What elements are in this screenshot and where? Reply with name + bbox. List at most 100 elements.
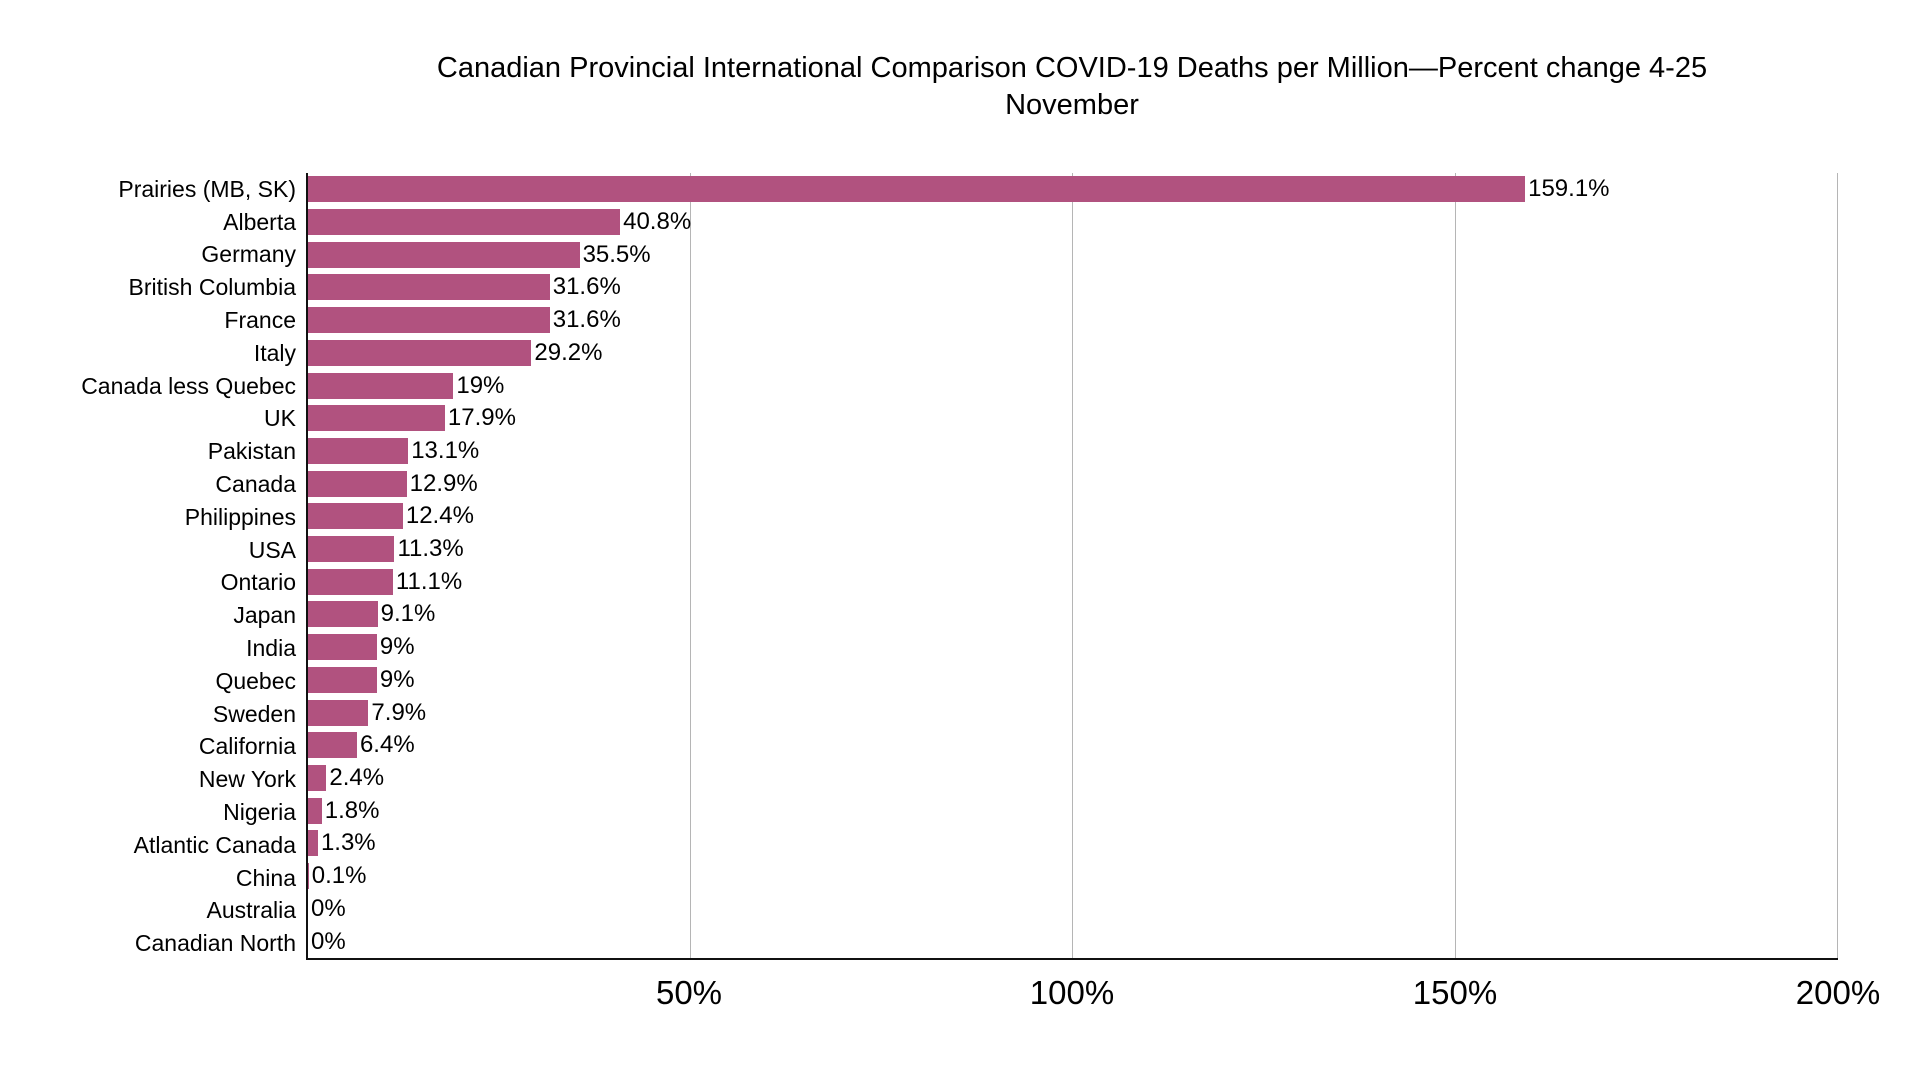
bar (308, 241, 580, 268)
bar-row: 12.4% (308, 500, 1838, 533)
bar-row: 159.1% (308, 173, 1838, 206)
category-label: Sweden (212, 700, 296, 727)
bar (308, 634, 377, 661)
value-label: 9% (379, 665, 415, 693)
value-label: 29.2% (534, 338, 603, 366)
category-label: Italy (253, 339, 296, 366)
gridline (1072, 173, 1073, 958)
bar-row: 7.9% (308, 696, 1838, 729)
value-label: 17.9% (447, 404, 516, 432)
value-label: 9.1% (380, 600, 436, 628)
value-label: 40.8% (623, 208, 692, 236)
category-label: India (246, 635, 296, 662)
bar (308, 666, 377, 693)
category-label: California (198, 733, 296, 760)
bar-rows: 159.1% 40.8% 35.5% 31.6% 31.6% 29.2% 19% 17.9% 1… (308, 173, 1838, 958)
category-label: China (235, 864, 296, 891)
bar-row: 0% (308, 892, 1838, 925)
bar (308, 568, 393, 595)
category-label: Canada less Quebec (81, 372, 296, 399)
value-label: 1.3% (320, 829, 376, 857)
bar-row: 9.1% (308, 598, 1838, 631)
bar-row: 12.9% (308, 467, 1838, 500)
category-label: New York (198, 766, 296, 793)
value-label: 0% (311, 894, 346, 922)
x-tick-label: 50% (655, 974, 723, 1011)
value-label: 31.6% (552, 273, 621, 301)
chart-title-line2: November (1005, 89, 1139, 121)
bar (308, 405, 445, 432)
bar-row: 6.4% (308, 729, 1838, 762)
bar (308, 307, 550, 334)
value-label: 9% (379, 633, 415, 661)
bar (308, 372, 454, 399)
bar-row: 40.8% (308, 206, 1838, 239)
category-label: Nigeria (223, 799, 296, 826)
value-label: 11.3% (397, 535, 464, 563)
value-label: 1.8% (324, 796, 380, 824)
bar (308, 797, 322, 824)
value-label: 6.4% (359, 731, 415, 759)
bar-row: 31.6% (308, 271, 1838, 304)
bar (308, 176, 1526, 203)
bar-row: 1.3% (308, 827, 1838, 860)
category-label: British Columbia (128, 274, 296, 301)
value-label: 2.4% (329, 764, 385, 791)
bar (308, 274, 550, 301)
category-label: Pakistan (207, 438, 296, 465)
category-label: Ontario (220, 569, 296, 596)
x-tick-label: 150% (1412, 974, 1498, 1011)
value-label: 35.5% (582, 240, 651, 268)
value-label: 159.1% (1528, 175, 1610, 203)
bar-row: 29.2% (308, 337, 1838, 370)
bar-row: 11.1% (308, 565, 1838, 598)
chart-title-line1: Canadian Provincial International Compar… (436, 52, 1708, 84)
chart-title: Canadian Provincial International Compar… (306, 50, 1838, 124)
category-label: Canadian North (134, 930, 296, 957)
bar (308, 209, 621, 236)
bar (308, 863, 309, 890)
bar (308, 437, 409, 464)
category-label: Philippines (184, 503, 296, 530)
bar-row: 35.5% (308, 238, 1838, 271)
category-label: Japan (233, 602, 296, 629)
bar-row: 1.8% (308, 794, 1838, 827)
category-label: France (224, 307, 296, 334)
plot-area: 159.1% 40.8% 35.5% 31.6% 31.6% 29.2% 19% 17.9% 1… (306, 173, 1838, 960)
x-tick-label: 100% (1029, 974, 1115, 1011)
category-label: Alberta (223, 208, 296, 235)
bar-row: 13.1% (308, 435, 1838, 468)
category-label: Germany (201, 241, 296, 268)
value-label: 12.9% (409, 469, 478, 497)
bar (308, 830, 318, 857)
bar (308, 470, 407, 497)
value-label: 7.9% (371, 698, 427, 726)
gridline (689, 173, 691, 958)
value-label: 13.1% (411, 436, 480, 464)
bar (308, 503, 403, 530)
category-label: USA (248, 536, 296, 563)
bar-row: 0% (308, 925, 1838, 958)
category-label: Australia (206, 897, 296, 924)
bar (308, 536, 395, 563)
gridline (1454, 173, 1456, 958)
bar-row: 31.6% (308, 304, 1838, 337)
category-label: Atlantic Canada (133, 831, 296, 858)
category-label: UK (264, 405, 296, 432)
x-axis-tick-labels: 50% 100% 150% 200% (306, 960, 1880, 1030)
category-label: Prairies (MB, SK) (118, 175, 296, 202)
gridline (1837, 173, 1838, 958)
value-label: 12.4% (405, 502, 474, 530)
bar (308, 339, 532, 366)
x-tick-label: 200% (1795, 974, 1881, 1011)
bar (308, 601, 378, 628)
bar-row: 9% (308, 664, 1838, 697)
category-label: Canada (215, 471, 296, 498)
category-labels: Prairies (MB, SK) Alberta Germany British C… (0, 173, 296, 960)
category-label: Quebec (215, 667, 296, 694)
value-label: 0.1% (311, 862, 367, 890)
value-label: 19% (456, 371, 505, 399)
bar (308, 732, 357, 759)
bar-row: 9% (308, 631, 1838, 664)
